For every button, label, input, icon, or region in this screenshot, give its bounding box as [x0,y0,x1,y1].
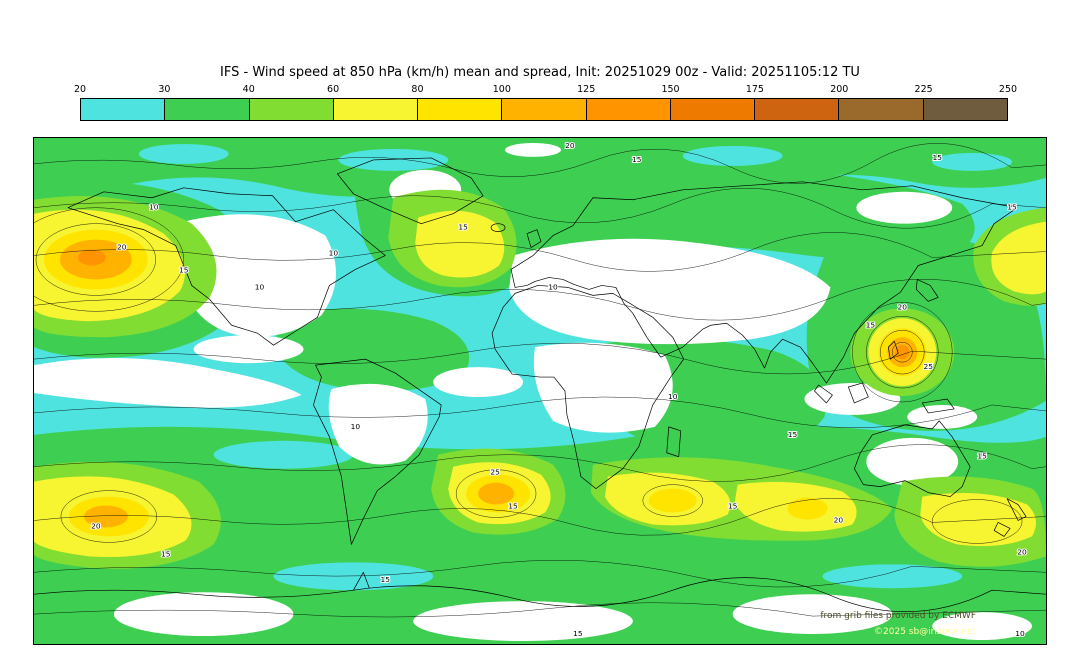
attribution-copyright: ©2025 sb@irizone.net [874,627,976,637]
colorbar-segment [249,99,334,120]
contour-label: 20 [565,141,575,150]
typhoon-contours [852,302,953,403]
colorbar-tick-label: 80 [411,84,424,95]
contour-label: 15 [179,265,189,274]
colorbar-segment [923,99,1007,120]
colorbar-segment [755,99,840,120]
spread-contours [34,143,1046,618]
contour-label: 10 [329,249,339,258]
colorbar-tick-label: 200 [830,84,849,95]
colorbar-segment [502,99,587,120]
colorbar-tick-label: 175 [745,84,764,95]
contour-label: 15 [573,629,583,638]
colorbar-ticks: 20 30 40 60 80 100 125 150 175 200 225 250 [74,84,1017,98]
colorbar-segment [333,99,419,120]
colorbar-tick-label: 250 [998,84,1018,95]
map-frame: 20 15 15 15 10 20 15 10 15 10 10 10 10 15 20 25 15 20 15 25… [33,137,1047,645]
calm-regions [34,142,1033,642]
colorbar-segment [839,99,924,120]
colorbar-tick-label: 150 [661,84,680,95]
wind-fill-cyan-accents [138,143,1013,591]
contour-label: 15 [932,153,942,162]
colorbar-segment [418,99,503,120]
contour-label: 15 [977,452,987,461]
colorbar-tick-label: 100 [492,84,511,95]
contour-label: 15 [788,430,798,439]
coastlines [34,157,1046,613]
contour-label: 10 [255,282,265,291]
contour-label: 15 [728,502,738,511]
colorbar-bar [80,98,1008,121]
contour-label: 15 [632,155,642,164]
contour-label: 10 [1015,629,1025,638]
colorbar-tick-label: 225 [914,84,933,95]
contour-label: 20 [834,515,844,524]
contour-label: 20 [91,521,101,530]
contour-label: 15 [508,502,518,511]
contour-label: 10 [668,392,678,401]
colorbar-segment [586,99,671,120]
attribution-source: from grib files provided by ECMWF [820,611,976,621]
contour-label: 10 [548,282,558,291]
world-wind-map: 20 15 15 15 10 20 15 10 15 10 10 10 10 15 20 25 15 20 15 25… [34,138,1046,644]
colorbar-tick-label: 20 [73,84,87,95]
chart-title: IFS - Wind speed at 850 hPa (km/h) mean … [220,65,860,80]
colorbar-tick-label: 30 [158,84,171,95]
colorbar-segment [81,99,166,120]
contour-label: 15 [458,223,468,232]
contour-label: 20 [117,243,127,252]
contour-label: 15 [381,575,391,584]
contour-label: 10 [149,203,159,212]
colorbar-tick-label: 60 [327,84,340,95]
contour-label: 15 [161,549,171,558]
contour-label: 25 [923,362,933,371]
contour-label: 10 [351,422,361,431]
contour-labels: 20 15 15 15 10 20 15 10 15 10 10 10 10 15 20 25 15 20 15 25… [90,140,1028,639]
colorbar-segment [165,99,250,120]
contour-label: 25 [490,468,500,477]
colorbar: 20 30 40 60 80 100 125 150 175 200 225 250 [74,84,1017,124]
contour-label: 15 [1007,203,1017,212]
contour-label: 20 [898,302,908,311]
colorbar-tick-label: 40 [242,84,255,95]
colorbar-tick-label: 125 [577,84,596,95]
colorbar-segment [670,99,756,120]
contour-label: 20 [1017,547,1027,556]
contour-label: 15 [866,320,876,329]
